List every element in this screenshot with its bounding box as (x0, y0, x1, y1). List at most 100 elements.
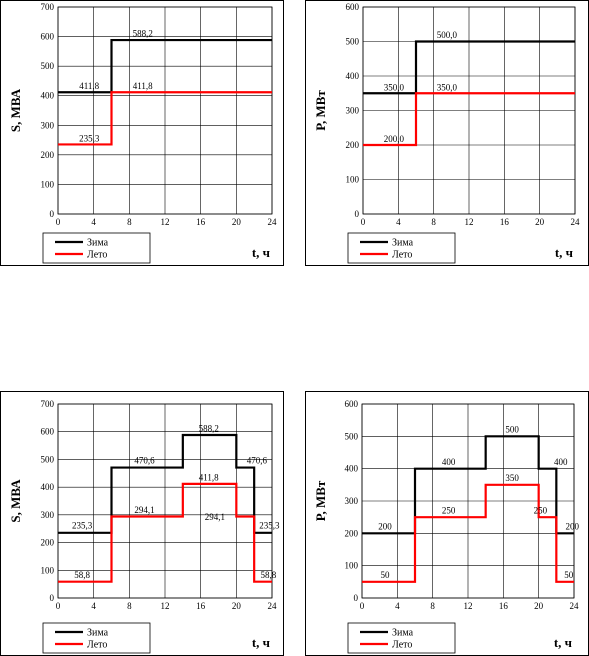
y-tick-label: 100 (345, 561, 359, 571)
legend (42, 622, 151, 654)
y-tick-label: 200 (346, 140, 360, 150)
x-tick-label: 4 (395, 601, 400, 611)
data-label: 58,8 (261, 570, 277, 580)
chart-frame (0, 0, 284, 266)
x-axis-label: t, ч (252, 245, 270, 260)
y-tick-label: 500 (346, 37, 360, 47)
x-tick-label: 0 (361, 217, 366, 227)
legend-label: Зима (392, 238, 414, 249)
plot-area (57, 6, 273, 215)
plot-area (57, 403, 273, 599)
x-tick-label: 24 (268, 217, 278, 227)
y-tick-label: 400 (41, 91, 55, 101)
y-tick-label: 400 (345, 464, 359, 474)
y-tick-label: 100 (41, 565, 55, 575)
y-tick-label: 200 (345, 528, 359, 538)
data-label: 588,2 (133, 29, 153, 39)
legend (347, 622, 456, 654)
y-tick-label: 600 (41, 32, 55, 42)
data-label: 400 (442, 457, 456, 467)
data-label: 235,3 (72, 521, 93, 531)
y-tick-label: 200 (41, 538, 55, 548)
x-tick-label: 16 (196, 217, 206, 227)
y-tick-label: 600 (346, 2, 360, 12)
data-label: 235,3 (79, 133, 100, 143)
x-tick-label: 20 (535, 217, 545, 227)
y-tick-label: 200 (41, 150, 55, 160)
data-label: 294,1 (134, 505, 154, 515)
legend-label: Зима (87, 238, 109, 249)
chart-svg: 0 4 8 12 16 20 24 0 100 200 300 400 500 600 500,0 350,0… (313, 2, 581, 264)
data-label: 200 (378, 521, 392, 531)
data-label: 470,6 (134, 456, 155, 466)
data-label: 350 (505, 473, 519, 483)
x-tick-label: 20 (232, 217, 242, 227)
series-line-summer (363, 92, 575, 147)
series-line-winter (362, 435, 574, 535)
data-label: 58,8 (74, 570, 90, 580)
y-tick-label: 700 (41, 399, 55, 409)
x-tick-label: 24 (570, 601, 580, 611)
x-tick-label: 0 (56, 217, 61, 227)
y-tick-label: 300 (41, 510, 55, 520)
x-tick-label: 12 (161, 601, 170, 611)
y-tick-label: 0 (355, 209, 360, 219)
chart-apparent-power-two-level: 0 4 8 12 16 20 24 0 100 200 300 400 500 600 700 588,2 41… (0, 0, 284, 266)
x-tick-label: 4 (91, 217, 96, 227)
y-tick-label: 0 (50, 209, 55, 219)
y-tick-label: 700 (41, 2, 55, 12)
chart-frame (305, 391, 589, 656)
legend (42, 232, 151, 264)
series-line-summer (58, 91, 272, 146)
data-label: 470,6 (247, 456, 268, 466)
x-tick-label: 8 (430, 601, 435, 611)
y-axis-label: P, МВт (313, 480, 328, 521)
data-label: 411,8 (79, 81, 99, 91)
y-tick-label: 600 (41, 427, 55, 437)
data-label: 411,8 (133, 81, 153, 91)
legend (347, 232, 456, 264)
x-tick-label: 24 (571, 217, 581, 227)
chart-frame (305, 0, 589, 266)
y-tick-label: 0 (354, 593, 359, 603)
x-tick-label: 24 (268, 601, 278, 611)
y-tick-label: 100 (41, 179, 55, 189)
y-tick-label: 100 (346, 175, 360, 185)
x-tick-label: 12 (465, 217, 474, 227)
data-label: 250 (534, 505, 548, 515)
chart-active-power-multi-level: 0 4 8 12 16 20 24 0 100 200 300 400 500 600 200 400 500 4… (305, 391, 589, 656)
x-tick-label: 20 (232, 601, 242, 611)
chart-apparent-power-multi-level: 0 4 8 12 16 20 24 0 100 200 300 400 500 600 700 235,3 47… (0, 391, 284, 656)
x-tick-label: 8 (127, 217, 132, 227)
chart-svg: 0 4 8 12 16 20 24 0 100 200 300 400 500 600 700 588,2 41… (8, 2, 278, 264)
data-label: 350,0 (437, 82, 458, 92)
y-tick-label: 500 (41, 61, 55, 71)
x-tick-label: 8 (431, 217, 436, 227)
data-label: 50 (564, 570, 574, 580)
x-axis-label: t, ч (554, 635, 572, 650)
legend-label: Зима (87, 628, 109, 639)
series-line-winter (58, 433, 272, 534)
series-line-winter (58, 38, 272, 94)
data-label: 50 (380, 570, 390, 580)
x-axis-label: t, ч (252, 635, 270, 650)
chart-active-power-two-level: 0 4 8 12 16 20 24 0 100 200 300 400 500 600 500,0 350,0… (305, 0, 589, 266)
x-tick-label: 0 (56, 601, 61, 611)
x-tick-label: 20 (534, 601, 544, 611)
data-label: 500 (505, 424, 519, 434)
data-label: 294,1 (205, 512, 225, 522)
y-tick-label: 500 (41, 454, 55, 464)
x-tick-label: 4 (396, 217, 401, 227)
data-label: 235,3 (259, 521, 280, 531)
data-label: 350,0 (384, 82, 405, 92)
x-axis-label: t, ч (555, 245, 573, 260)
x-tick-label: 4 (91, 601, 96, 611)
data-label: 588,2 (199, 424, 219, 434)
y-axis-label: P, МВт (313, 90, 328, 131)
y-tick-label: 400 (41, 482, 55, 492)
y-axis-label: S, МВА (8, 88, 23, 132)
legend-label: Лето (87, 250, 107, 261)
x-tick-label: 8 (127, 601, 132, 611)
data-label: 400 (554, 457, 568, 467)
series-line-summer (58, 482, 272, 583)
